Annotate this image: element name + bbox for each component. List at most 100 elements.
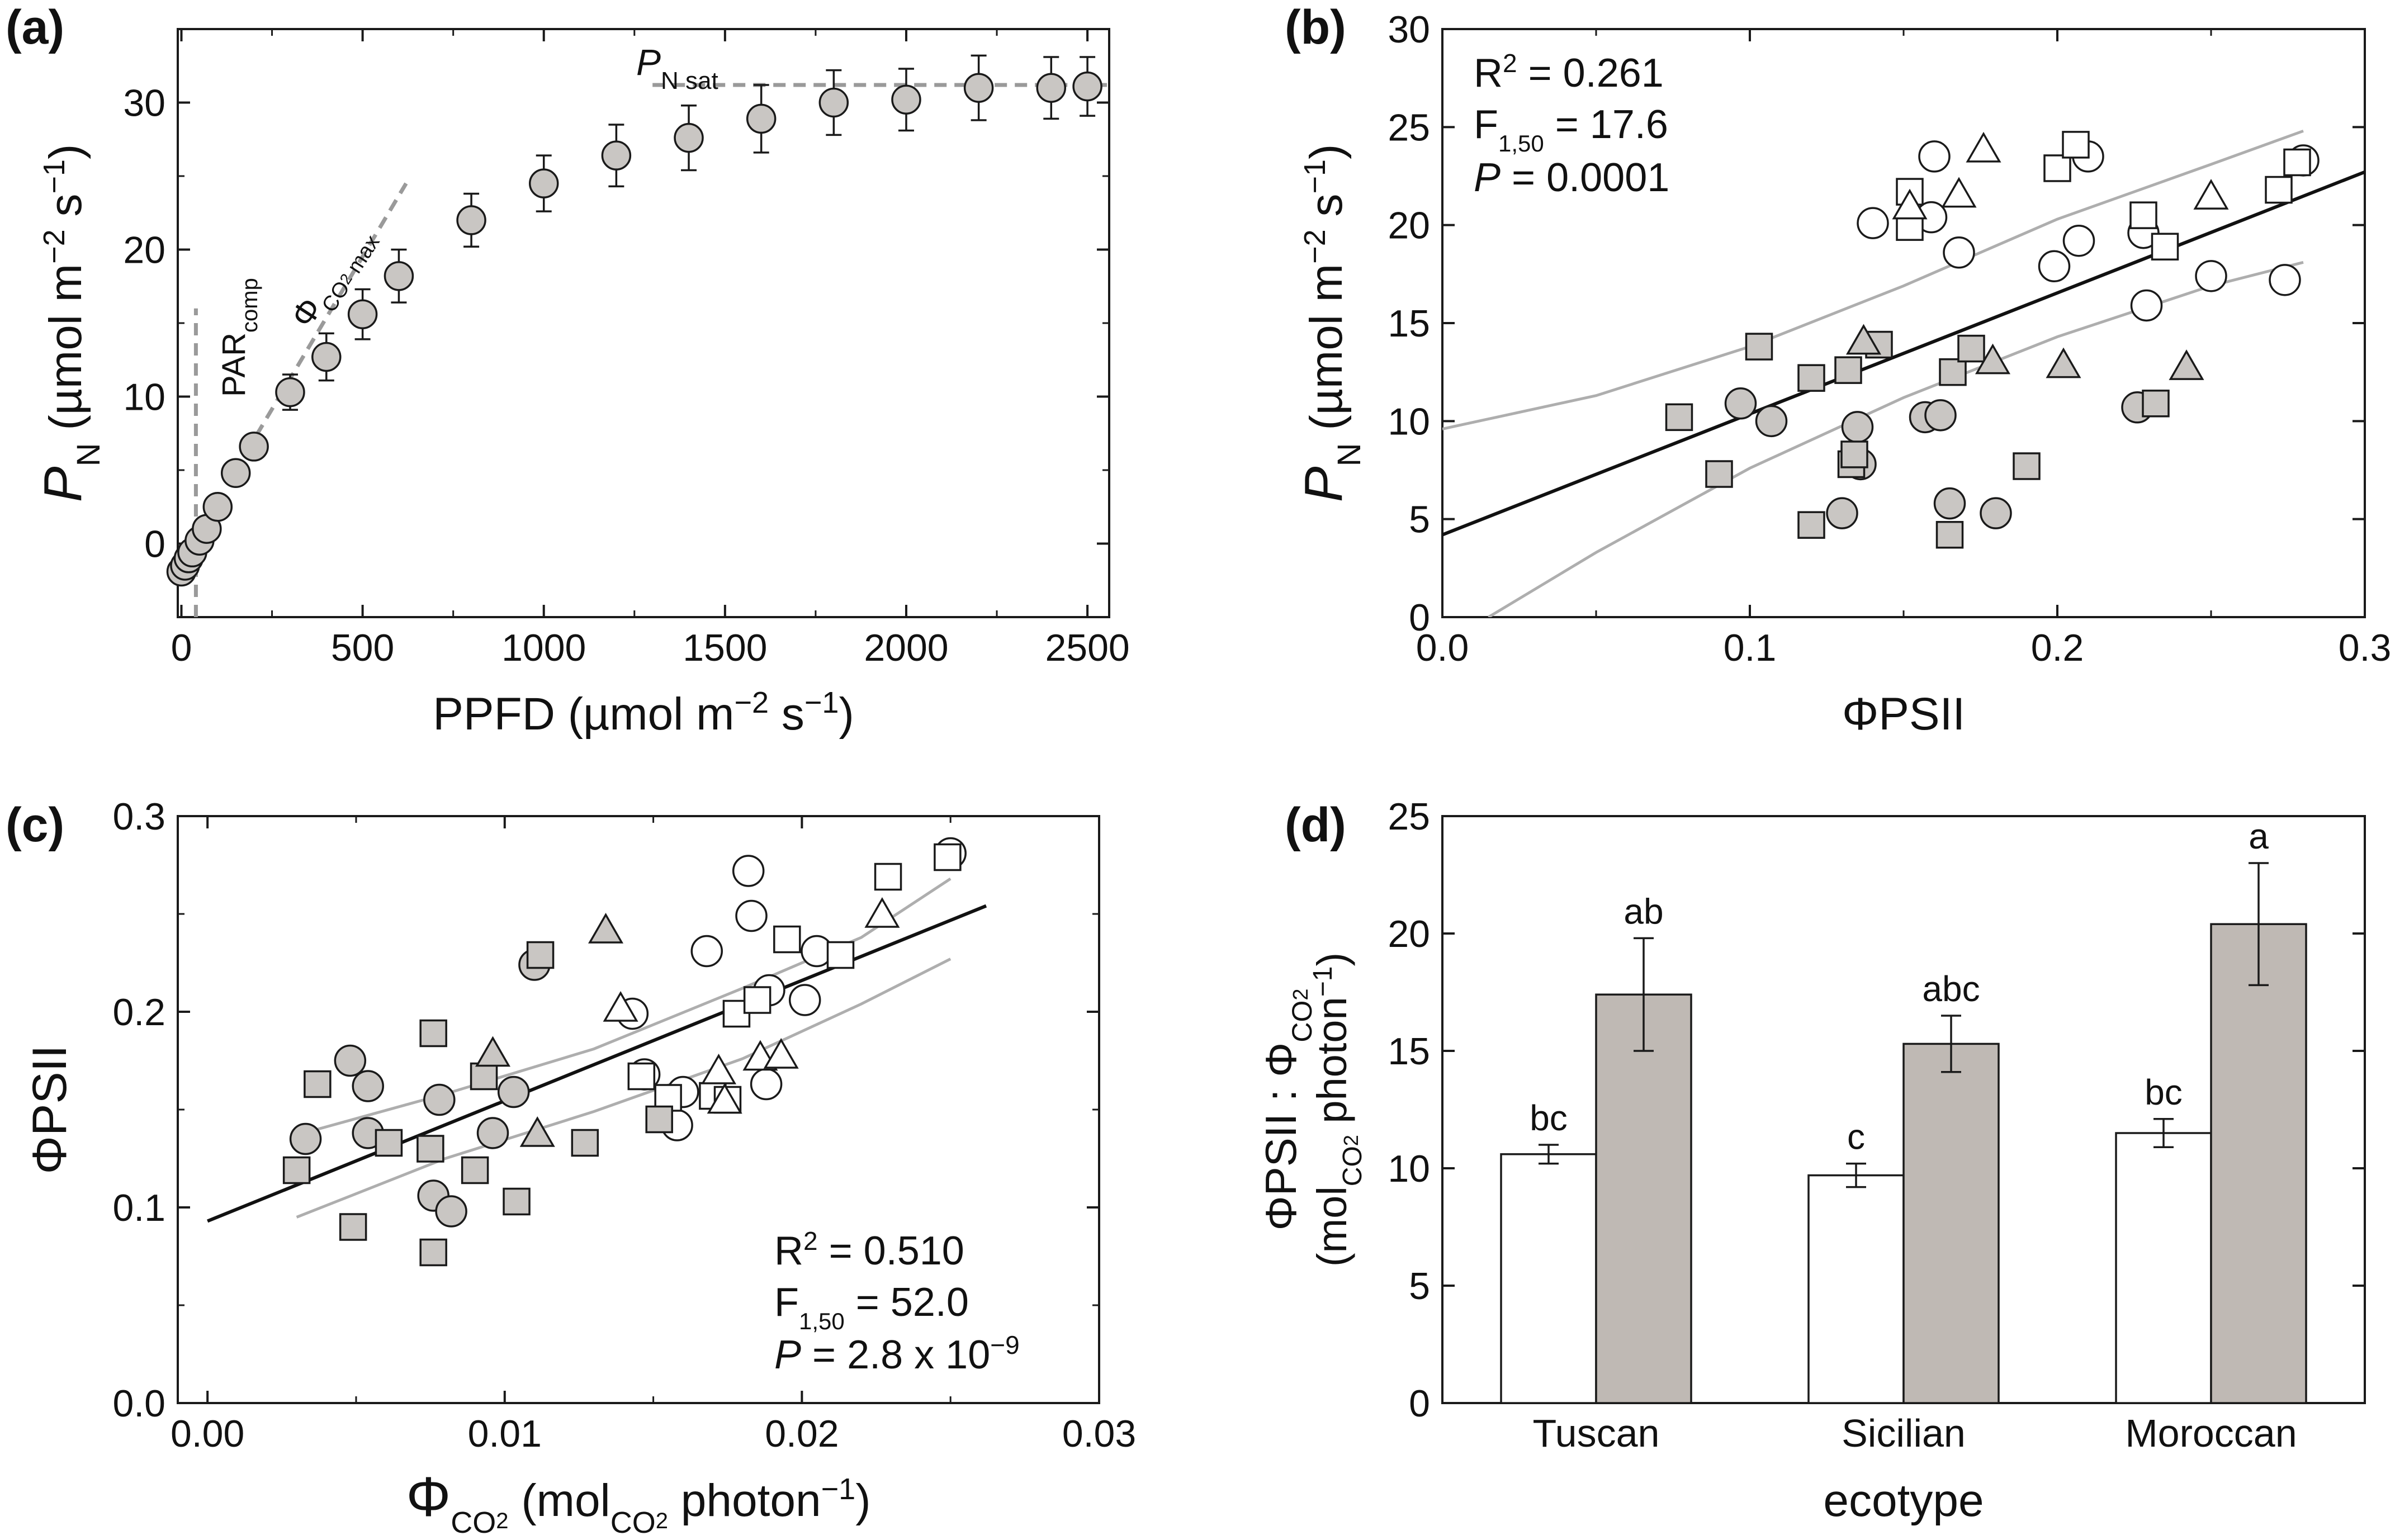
data-point-square-gray — [470, 1062, 498, 1091]
panel-c-stat-f: F1,50 = 52.0 — [774, 1280, 969, 1334]
data-point-square-gray — [419, 1238, 447, 1267]
x-tick-label: 0.01 — [468, 1413, 542, 1455]
ci-upper-line — [1442, 129, 2304, 430]
x-tick-label: 500 — [331, 627, 394, 669]
panel-a-annotation-pn-sat: PN sat — [636, 41, 718, 94]
data-point-square-open — [874, 863, 902, 891]
data-point-square-gray — [304, 1070, 332, 1098]
data-point-triangle-open — [1966, 131, 2001, 163]
x-tick-label: 0.0 — [1416, 627, 1469, 669]
data-point-circle-open — [1943, 236, 1975, 269]
data-point-triangle-gray — [588, 912, 624, 944]
data-point-circle-gray — [1841, 411, 1874, 443]
regression-line — [1442, 170, 2365, 537]
panel-b-ticks: 0.0 0.1 0.2 0.3 0 5 10 15 20 25 30 — [1388, 8, 2391, 669]
y-tick-label: 5 — [1409, 499, 1430, 541]
y-tick-label: 25 — [1388, 106, 1430, 149]
data-point-circle-open — [1857, 207, 1889, 239]
panel-b-stat-f: F1,50 = 17.6 — [1474, 102, 1668, 157]
data-point-triangle-gray — [475, 1036, 511, 1067]
y-tick-label: 20 — [123, 229, 165, 272]
data-point-square-open — [627, 1062, 656, 1091]
panel-b-x-axis-label: ΦPSII — [1842, 689, 1965, 740]
y-tick-label: 15 — [1388, 1030, 1430, 1073]
data-point-square-gray — [526, 941, 555, 969]
data-point-triangle-gray — [519, 1116, 555, 1147]
data-point-circle-gray — [352, 1070, 384, 1102]
data-point-circle-open — [2195, 260, 2227, 292]
data-point-square-open — [773, 925, 801, 954]
data-point-circle-gray — [423, 1083, 456, 1116]
data-point-circle-gray — [1755, 405, 1788, 438]
panel-c-y-axis-label: ΦPSII — [23, 1045, 77, 1174]
bar-gray — [2210, 923, 2307, 1404]
significance-letter: c — [1847, 1117, 1865, 1157]
x-tick-label: 2000 — [864, 627, 948, 669]
panel-label-c: (c) — [6, 798, 64, 852]
data-point-circle-gray — [202, 492, 233, 522]
data-point-circle-gray — [1980, 497, 2012, 529]
data-point-triangle-open — [701, 1053, 737, 1084]
category-label: Sicilian — [1842, 1411, 1966, 1455]
panel-label-a: (a) — [6, 1, 64, 54]
data-point-circle-gray — [818, 87, 849, 118]
data-point-circle-gray — [347, 299, 378, 329]
data-point-square-gray — [282, 1156, 311, 1184]
y-tick-label: 30 — [123, 82, 165, 125]
x-tick-label: 0.2 — [2031, 627, 2084, 669]
data-point-circle-gray — [220, 458, 251, 489]
data-point-square-gray — [2142, 390, 2170, 418]
data-point-triangle-gray — [2169, 349, 2204, 380]
x-tick-label: 0.00 — [171, 1413, 244, 1455]
phi-co2-max-line — [234, 182, 408, 471]
data-point-square-open — [826, 941, 855, 969]
x-tick-label: 1000 — [501, 627, 586, 669]
data-point-square-gray — [1705, 460, 1733, 488]
data-point-square-gray — [461, 1156, 489, 1184]
significance-letter: abc — [1922, 969, 1980, 1009]
data-point-triangle-open — [1892, 188, 1928, 220]
data-point-circle-gray — [746, 103, 777, 134]
data-point-square-open — [2151, 233, 2179, 260]
panel-a-ticks: 0 500 1000 1500 2000 2500 0 10 20 30 — [123, 29, 1130, 669]
panel-b-stat-p: P = 0.0001 — [1474, 155, 1669, 200]
data-point-square-open — [2062, 131, 2090, 159]
panel-a-y-axis-label: PN (µmol m−2 s−1) — [33, 144, 107, 503]
x-tick-label: 1500 — [683, 627, 767, 669]
data-point-circle-open — [2038, 250, 2071, 283]
data-point-triangle-open — [2193, 179, 2229, 210]
data-point-square-gray — [571, 1129, 599, 1157]
data-point-circle-gray — [497, 1075, 530, 1108]
y-tick-label: 30 — [1388, 8, 1430, 51]
data-point-square-gray — [416, 1135, 444, 1163]
data-point-square-open — [743, 986, 771, 1014]
data-point-circle-gray — [476, 1117, 509, 1149]
panel-b-stat-r2: R2 = 0.261 — [1474, 49, 1664, 96]
bar-white — [1500, 1153, 1597, 1404]
y-tick-label: 15 — [1388, 302, 1430, 345]
panel-a-annotation-par-comp: PARcomp — [216, 278, 262, 397]
data-point-triangle-gray — [1845, 324, 1882, 355]
panel-a-data-points — [166, 54, 1102, 587]
panel-b-y-axis-label: PN (µmol m−2 s−1) — [1294, 144, 1367, 503]
y-tick-label: 20 — [1388, 205, 1430, 247]
data-point-square-gray — [1939, 358, 1967, 386]
panel-label-d: (d) — [1285, 798, 1346, 852]
data-point-square-gray — [1840, 440, 1868, 468]
y-tick-label: 0.0 — [112, 1382, 165, 1425]
y-tick-label: 5 — [1409, 1265, 1430, 1307]
data-point-square-gray — [1797, 364, 1825, 392]
panel-c-stat-p: P = 2.8 x 10−9 — [774, 1330, 1020, 1377]
data-point-circle-open — [788, 984, 821, 1016]
data-point-circle-gray — [1933, 487, 1966, 520]
data-point-triangle-open — [603, 991, 638, 1022]
data-point-square-open — [934, 843, 962, 871]
data-point-square-gray — [1957, 334, 1985, 363]
data-point-circle-open — [735, 899, 768, 932]
panel-c-ticks: 0.00 0.01 0.02 0.03 0.0 0.1 0.2 0.3 — [112, 795, 1136, 1455]
significance-letter: bc — [2145, 1072, 2183, 1112]
panel-c-stat-r2: R2 = 0.510 — [774, 1226, 964, 1273]
panel-a-x-axis-label: PPFD (µmol m−2 s−1) — [433, 686, 854, 740]
